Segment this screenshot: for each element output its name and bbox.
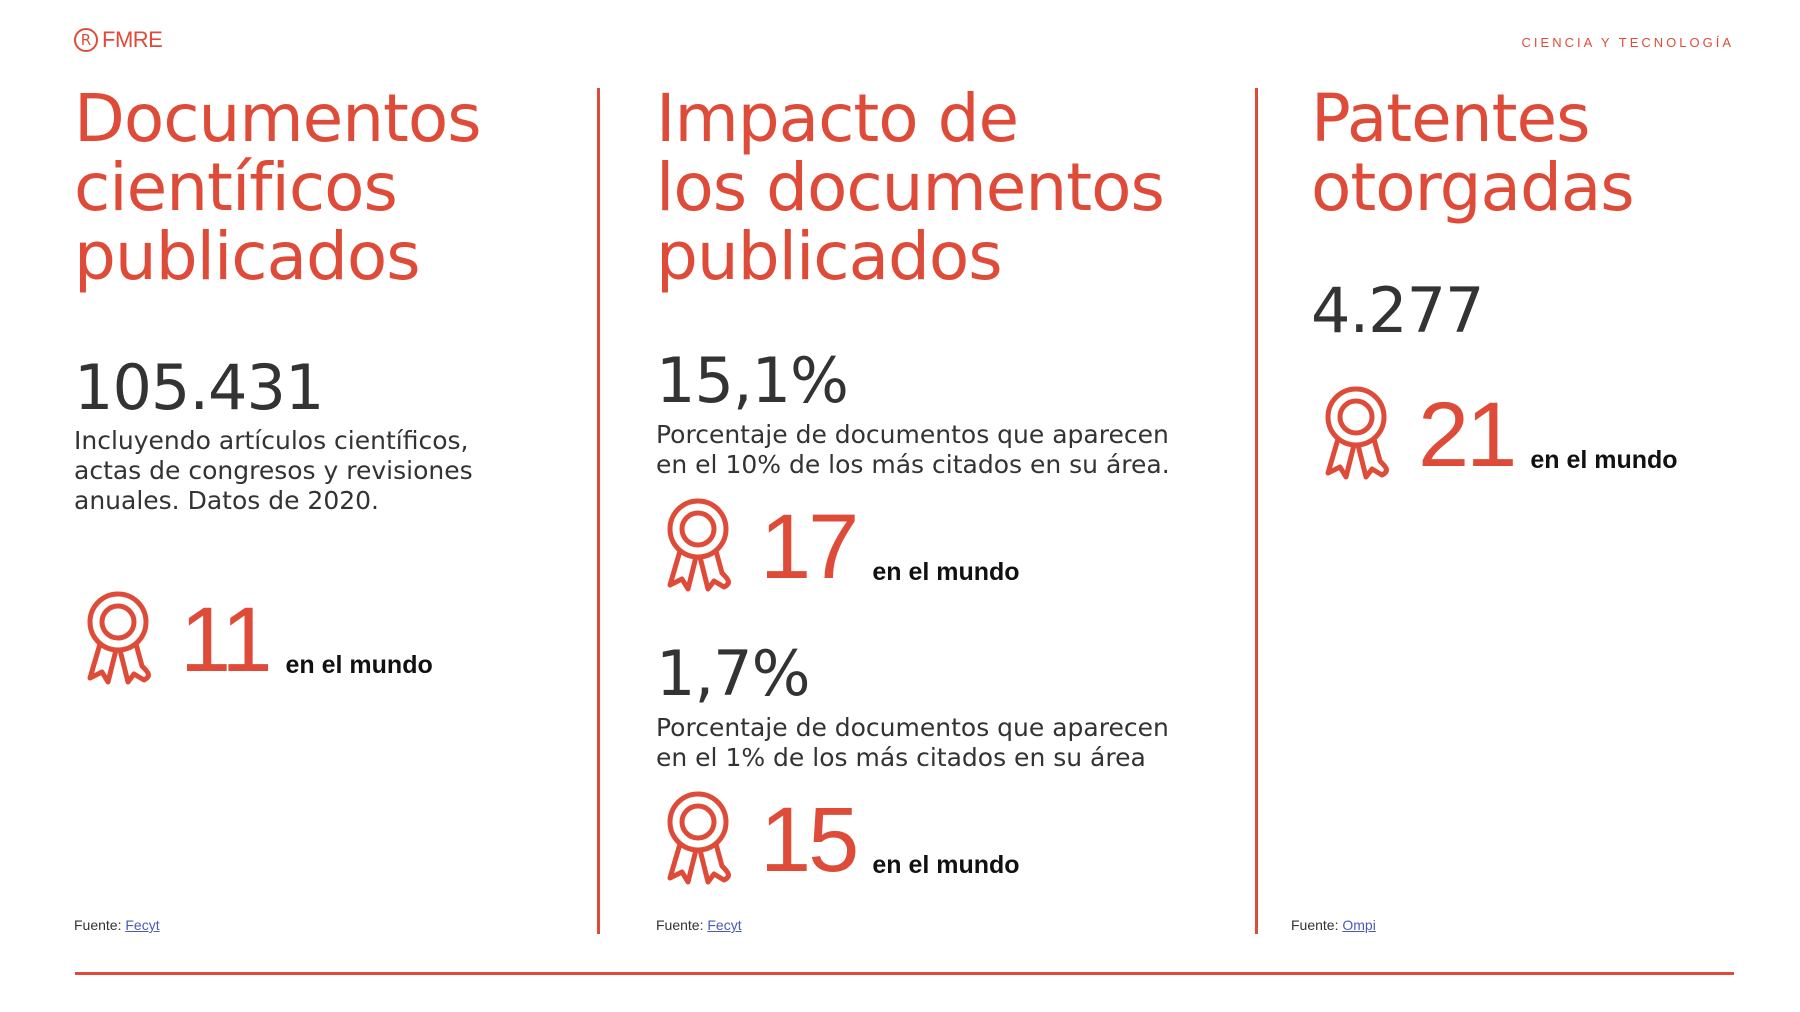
patents-world-rank: 21 en el mundo: [1320, 385, 1678, 481]
column-divider: [597, 88, 600, 934]
rank-number: 11: [180, 594, 270, 686]
award-ribbon-icon: [662, 497, 734, 593]
top10-world-rank: 17 en el mundo: [662, 497, 1020, 593]
award-ribbon-icon: [82, 590, 154, 686]
rank-number: 15: [760, 794, 856, 886]
top10-description: Porcentaje de documentos que aparecen en…: [656, 420, 1170, 480]
column-divider: [1255, 88, 1258, 934]
rank-suffix: en el mundo: [872, 558, 1019, 587]
top1-percentage: 1,7%: [656, 643, 810, 705]
source-note: Fuente: Ompi: [1291, 917, 1376, 933]
documents-description: Incluyendo artículos científicos, actas …: [74, 426, 473, 516]
source-note: Fuente: Fecyt: [656, 917, 742, 933]
rank-number: 17: [760, 501, 856, 593]
column-3-heading: Patentes otorgadas: [1311, 84, 1634, 222]
source-link-fecyt[interactable]: Fecyt: [125, 917, 159, 933]
top1-description: Porcentaje de documentos que aparecen en…: [656, 713, 1169, 773]
column-2-heading: Impacto de los documentos publicados: [656, 84, 1164, 291]
rank-suffix: en el mundo: [872, 851, 1019, 880]
brand-logo: R FMRE: [74, 27, 162, 53]
source-link-fecyt[interactable]: Fecyt: [707, 917, 741, 933]
bottom-rule: [75, 972, 1734, 975]
logo-text: FMRE: [102, 27, 162, 53]
top1-world-rank: 15 en el mundo: [662, 790, 1020, 886]
section-label: CIENCIA Y TECNOLOGÍA: [1522, 35, 1734, 50]
documents-count: 105.431: [74, 357, 323, 419]
top10-percentage: 15,1%: [656, 350, 848, 412]
source-link-ompi[interactable]: Ompi: [1342, 917, 1375, 933]
award-ribbon-icon: [662, 790, 734, 886]
documents-world-rank: 11 en el mundo: [82, 590, 433, 686]
source-note: Fuente: Fecyt: [74, 917, 160, 933]
rank-number: 21: [1418, 389, 1514, 481]
patents-count: 4.277: [1311, 280, 1484, 342]
rank-suffix: en el mundo: [1530, 446, 1677, 475]
column-1-heading: Documentos científicos publicados: [74, 84, 481, 291]
award-ribbon-icon: [1320, 385, 1392, 481]
logo-mark-icon: R: [74, 28, 98, 52]
rank-suffix: en el mundo: [286, 651, 433, 680]
